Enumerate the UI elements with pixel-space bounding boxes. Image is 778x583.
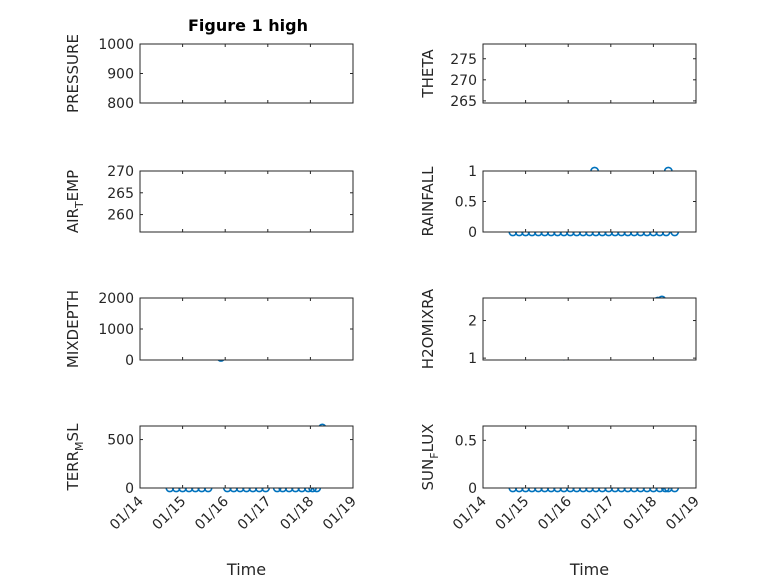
y-tick-label: 0.5 [455,433,477,449]
x-tick-label: 01/14 [107,493,147,533]
subplot-mixdepth: 0 1000 2000 MIXDEPTH [64,290,354,369]
x-tick-label: 01/17 [235,494,275,534]
x-tick-label: 01/19 [663,494,703,534]
subplot-rainfall: 0 0.5 1 RAINFALL [419,164,697,241]
axes-frame [482,43,697,104]
x-axis-label: Time [226,560,266,579]
axes-frame [139,170,354,233]
x-tick-label: 01/17 [578,494,618,534]
y-tick-label: 500 [107,433,134,449]
axes-frame [139,43,354,104]
y-tick-label: 260 [107,208,134,224]
y-axis-label: TERRMSL [64,423,86,492]
x-tick-label: 01/15 [150,494,190,534]
y-axis-label: MIXDEPTH [64,290,82,368]
y-tick-label: 1 [468,351,477,367]
y-tick-label: 800 [107,96,134,112]
y-tick-label: 0 [468,481,477,497]
axes-frame [482,425,697,489]
subplot-theta: 265 270 275 THETA [419,43,697,110]
y-axis-label: PRESSURE [64,34,82,113]
y-axis-label: SUNFLUX [419,424,441,491]
axes-frame [482,297,697,361]
y-tick-label: 1000 [98,37,134,53]
subplot-terr-msl: 0 500 TERRMSL 01/14 01/15 01/16 01/17 01/18 01/1… [64,423,360,579]
y-tick-label: 0.5 [455,195,477,211]
x-tick-label: 01/14 [450,493,490,533]
y-tick-label: 270 [107,164,134,180]
axes-frame [139,297,354,361]
x-tick-label: 01/18 [277,494,317,534]
y-tick-label: 0 [125,353,134,369]
subplot-h2omixra: 1 2 H2OMIXRA [419,288,697,369]
y-tick-label: 1 [468,164,477,180]
figure-title: Figure 1 high [188,16,308,35]
x-tick-label: 01/16 [192,493,232,533]
y-tick-label: 265 [450,94,477,110]
y-tick-label: 275 [450,52,477,68]
subplot-air-temp: 260 265 270 AIRTEMP [64,164,354,233]
y-axis-label: AIRTEMP [64,170,86,233]
y-tick-label: 265 [107,186,134,202]
axes-frame [139,425,354,489]
x-tick-label: 01/15 [493,494,533,534]
axes-frame [482,170,697,233]
x-tick-label: 01/19 [320,494,360,534]
y-tick-label: 0 [468,225,477,241]
x-tick-label: 01/18 [620,494,660,534]
y-tick-label: 900 [107,67,134,83]
x-axis-label: Time [569,560,609,579]
y-tick-label: 1000 [98,322,134,338]
y-axis-label: H2OMIXRA [419,288,437,369]
subplot-pressure: 800 900 1000 PRESSURE [64,34,354,113]
y-axis-label: RAINFALL [419,166,437,237]
y-tick-label: 270 [450,73,477,89]
y-tick-label: 0 [125,481,134,497]
x-tick-label: 01/16 [535,493,575,533]
y-tick-label: 2 [468,314,477,330]
y-axis-label: THETA [419,49,437,99]
y-tick-label: 2000 [98,291,134,307]
subplot-sun-flux: 0 0.5 SUNFLUX 01/14 01/15 01/16 01/17 01/18 01/1… [419,424,703,579]
